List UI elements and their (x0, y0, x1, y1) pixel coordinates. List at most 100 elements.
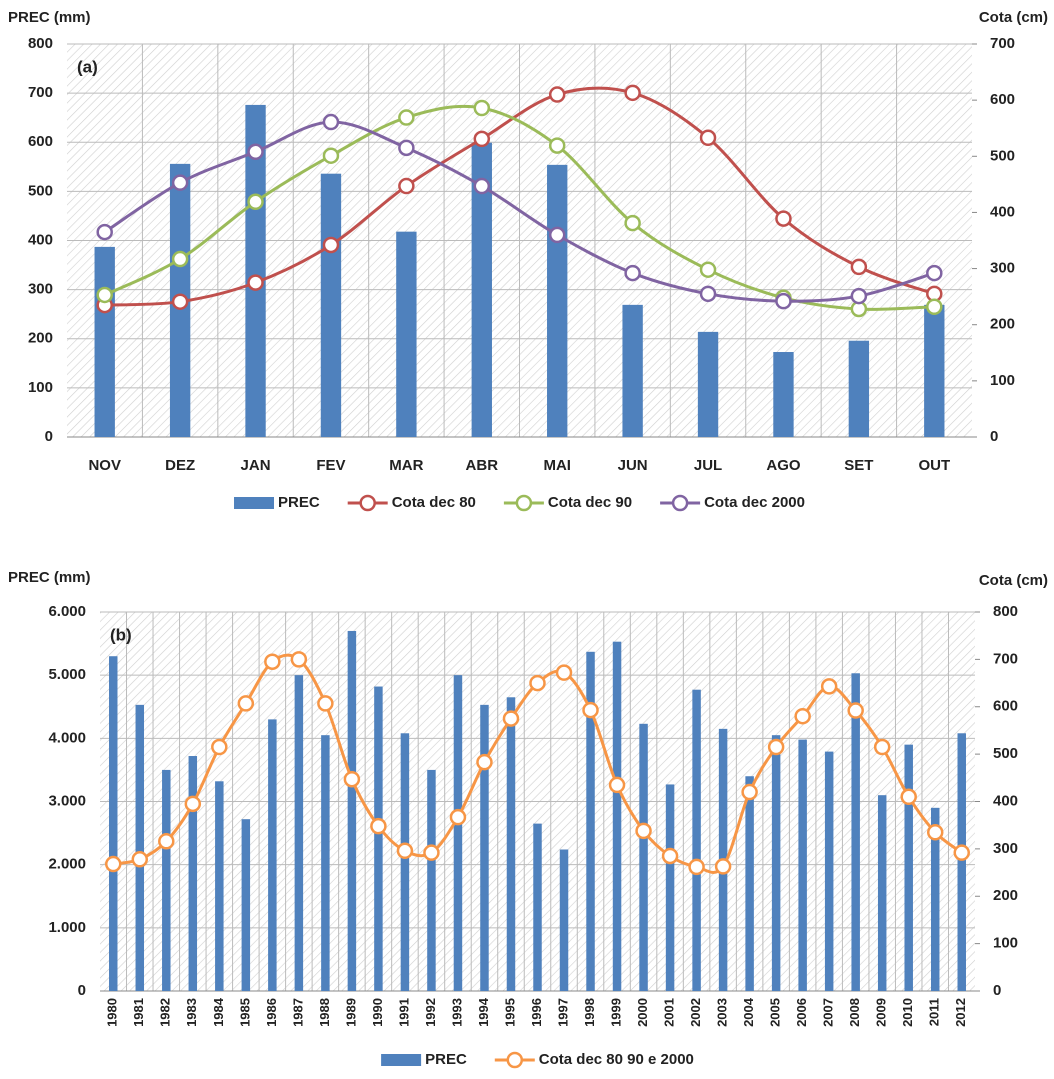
y-tick-label: 1.000 (48, 919, 86, 936)
y-tick-label: 200 (28, 330, 53, 347)
line-marker (322, 147, 340, 164)
line-marker (96, 286, 113, 304)
bar (215, 781, 224, 991)
bar (924, 304, 945, 437)
bar (94, 246, 115, 437)
bar (622, 304, 643, 437)
bar (294, 675, 304, 991)
line-marker (370, 817, 387, 835)
x-tick-label: AGO (766, 457, 801, 474)
bar (957, 733, 966, 991)
y-tick-label: 5.000 (48, 666, 86, 683)
line-marker (714, 858, 732, 875)
x-tick-label: 2009 (874, 998, 889, 1027)
y-tick-label: 0 (45, 428, 53, 445)
line-marker (699, 285, 717, 303)
y2-tick-label: 600 (990, 91, 1015, 108)
bar (612, 641, 622, 991)
line-marker (624, 84, 641, 102)
line-marker (873, 738, 891, 756)
y-tick-label: 2.000 (48, 856, 86, 873)
y-tick-label: 3.000 (48, 792, 86, 809)
x-tick-label: MAI (543, 457, 571, 474)
line-marker (582, 701, 599, 719)
x-tick-label: 2003 (715, 998, 730, 1027)
x-tick-label: 2007 (821, 998, 836, 1027)
line-marker (247, 143, 264, 161)
legend-label: Cota dec 2000 (704, 494, 805, 511)
legend-marker (671, 494, 689, 512)
line-marker (502, 710, 520, 727)
line-marker (548, 86, 566, 103)
line-marker (473, 177, 491, 195)
line-marker (926, 264, 943, 282)
x-tick-label: 1988 (317, 998, 332, 1027)
line-marker (264, 653, 281, 670)
bar (547, 164, 568, 437)
line-marker (624, 264, 641, 282)
x-tick-label: 2011 (927, 998, 942, 1026)
y-tick-label: 0 (78, 982, 86, 999)
line-marker (850, 287, 868, 305)
x-tick-label: 2004 (741, 997, 756, 1027)
x-tick-label: JAN (241, 457, 271, 474)
legend: PREC Cota dec 80 Cota dec 90 Cota dec 2000 (234, 494, 805, 512)
bar (930, 807, 940, 991)
bar (245, 104, 266, 437)
y-tick-label: 400 (28, 231, 53, 248)
y2-tick-label: 200 (990, 316, 1015, 333)
bar (665, 784, 675, 991)
bar (586, 651, 595, 991)
line-marker (322, 236, 340, 254)
y-tick-label: 6.000 (48, 603, 86, 620)
line-marker (775, 292, 792, 310)
legend-marker (359, 494, 376, 512)
line-marker (247, 274, 264, 291)
line-marker (96, 223, 113, 241)
bar (904, 744, 913, 991)
x-tick-label: 1995 (502, 998, 517, 1027)
line-marker (423, 844, 440, 861)
line-marker (847, 702, 864, 719)
bar (453, 675, 463, 991)
x-tick-label: 1998 (582, 998, 597, 1027)
bar (697, 331, 719, 437)
y-tick-label: 600 (28, 133, 53, 150)
line-marker (105, 855, 122, 873)
bar (773, 352, 794, 437)
line-marker (158, 833, 175, 850)
y2-axis-title: Cota (cm) (979, 9, 1048, 26)
x-tick-label: 1991 (396, 998, 411, 1027)
line-marker (343, 770, 361, 788)
bar (188, 756, 198, 991)
y2-tick-label: 700 (993, 650, 1018, 667)
bar (135, 704, 145, 991)
legend-label: Cota dec 80 90 e 2000 (539, 1051, 694, 1068)
line-marker (184, 795, 202, 813)
bar (639, 723, 648, 991)
bar (745, 776, 754, 991)
bar (162, 769, 171, 991)
y2-tick-label: 100 (993, 935, 1018, 952)
x-tick-label: 2012 (953, 998, 968, 1027)
legend-label: Cota dec 80 (392, 494, 476, 511)
line-marker (926, 824, 944, 841)
line-marker (317, 695, 334, 712)
x-tick-label: 1990 (370, 998, 385, 1027)
line-marker (900, 788, 917, 806)
line-marker (548, 226, 566, 244)
y-axis-title: PREC (mm) (8, 9, 91, 26)
x-tick-label: MAR (389, 457, 423, 474)
line-marker (131, 851, 149, 868)
x-tick-label: 1989 (343, 998, 358, 1027)
y2-axis-title: Cota (cm) (979, 572, 1048, 589)
x-tick-label: ABR (466, 457, 499, 474)
x-tick-label: 2006 (794, 998, 809, 1027)
bar (109, 656, 118, 991)
line-marker (171, 250, 189, 268)
y-tick-label: 100 (28, 379, 53, 396)
x-tick-label: 1983 (184, 998, 199, 1027)
bar (268, 719, 277, 991)
x-tick-label: 1981 (131, 998, 146, 1027)
